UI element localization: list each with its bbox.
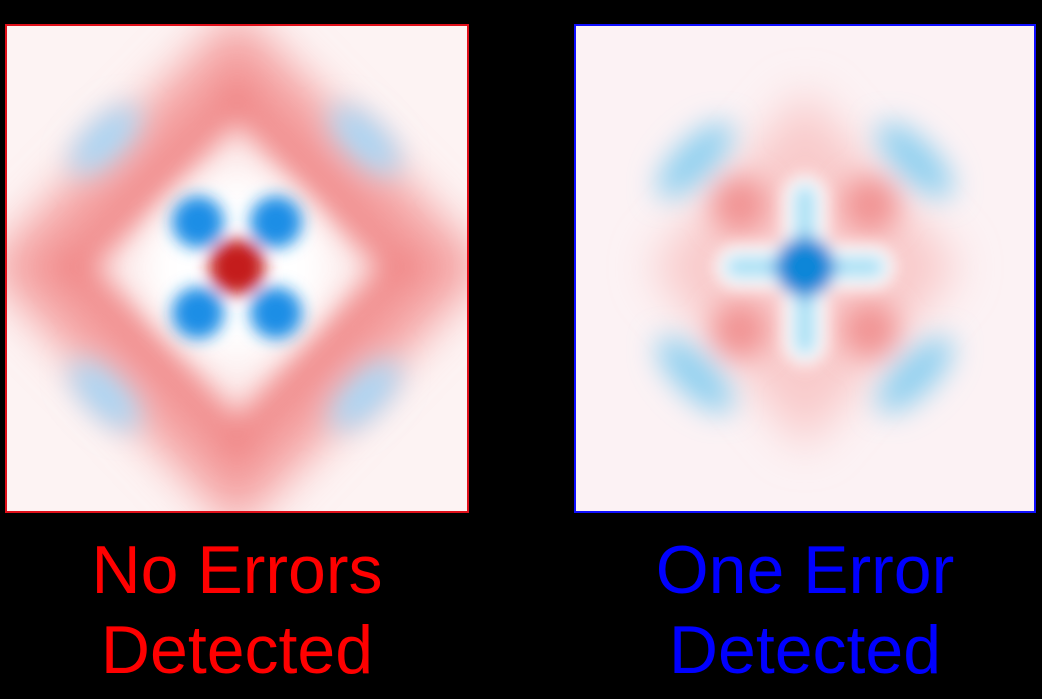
- blue-blob: [172, 196, 224, 248]
- caption-no-errors: No Errors Detected: [2, 530, 472, 690]
- caption-one-error: One Error Detected: [570, 530, 1040, 690]
- wigner-plot-one-error: [576, 26, 1034, 511]
- blue-lobe: [70, 105, 140, 175]
- blue-lobe: [330, 360, 400, 430]
- red-diamond-ring: [7, 26, 467, 511]
- panel-border-red: [5, 24, 469, 513]
- blue-cross: [715, 175, 895, 365]
- caption-line-1: One Error: [655, 532, 955, 608]
- blue-lobe: [70, 360, 140, 430]
- caption-line-2: Detected: [668, 612, 942, 688]
- panel-border-blue: [574, 24, 1036, 513]
- blue-center-peak: [775, 237, 835, 297]
- blue-blob: [172, 287, 224, 339]
- blue-blob: [250, 196, 302, 248]
- blue-lobe: [330, 105, 400, 175]
- blue-blob: [250, 287, 302, 339]
- red-center-peak: [209, 239, 265, 295]
- blue-lobe: [656, 121, 734, 199]
- blue-lobe: [876, 336, 954, 414]
- wigner-plot-no-errors: [7, 26, 467, 511]
- blue-lobe: [656, 336, 734, 414]
- blue-lobe: [876, 121, 954, 199]
- caption-line-2: Detected: [100, 612, 374, 688]
- caption-line-1: No Errors: [91, 532, 383, 608]
